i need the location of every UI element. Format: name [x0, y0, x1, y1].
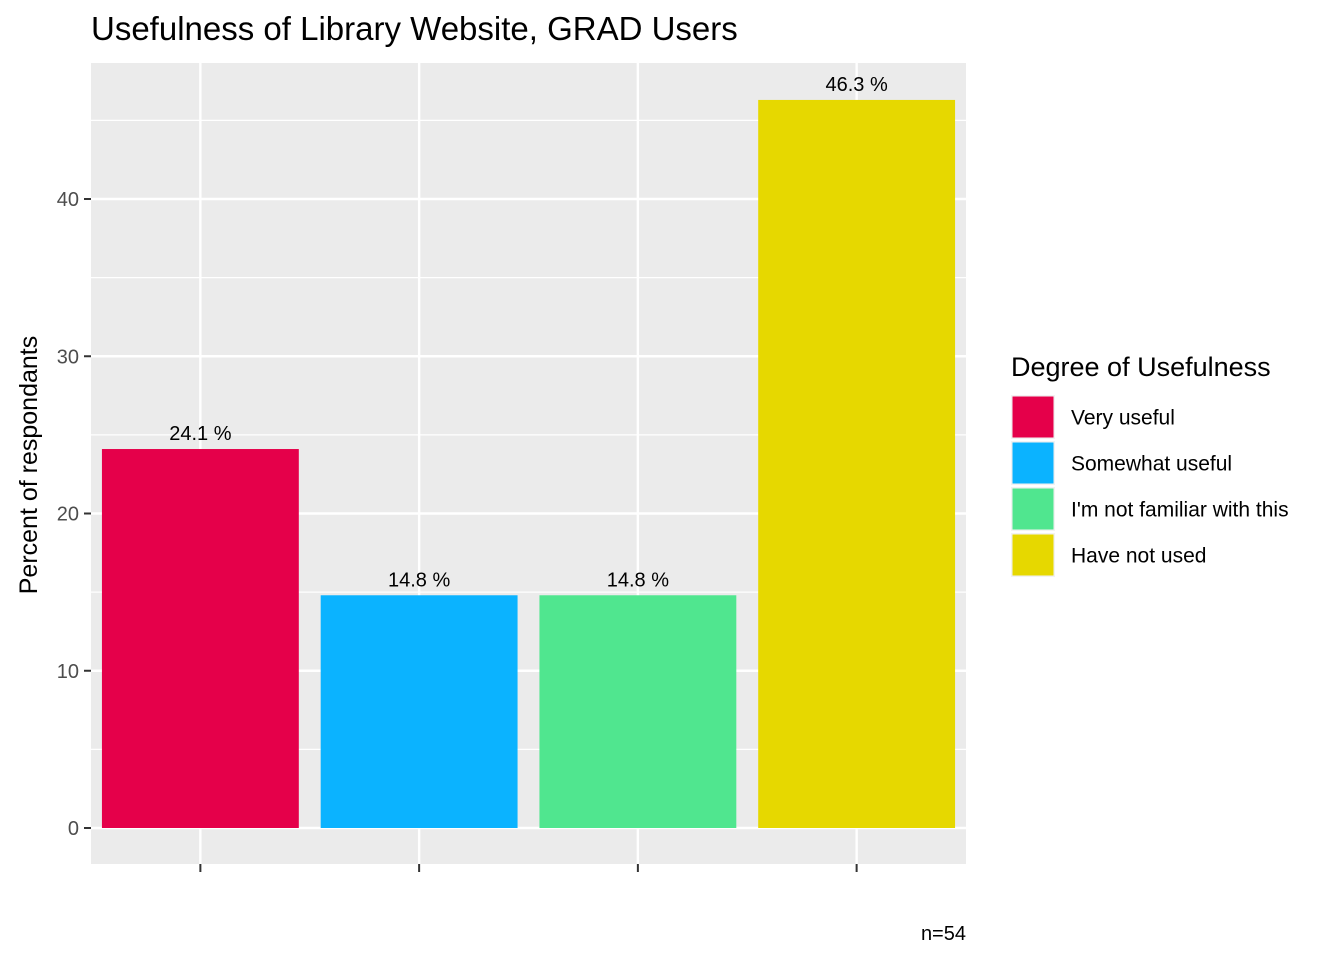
legend-swatch — [1012, 534, 1054, 576]
y-tick-label: 0 — [68, 818, 79, 840]
bar — [101, 449, 299, 828]
legend-label: I'm not familiar with this — [1071, 499, 1289, 522]
legend-swatch — [1012, 396, 1054, 438]
chart-title: Usefulness of Library Website, GRAD User… — [91, 10, 738, 47]
bars — [101, 99, 956, 829]
legend-title: Degree of Usefulness — [1011, 352, 1271, 382]
y-axis-title: Percent of respondants — [15, 336, 43, 595]
bar-value-label: 14.8 % — [607, 569, 669, 591]
x-axis — [199, 864, 858, 872]
legend-label: Have not used — [1071, 545, 1206, 568]
y-tick-label: 40 — [57, 189, 79, 211]
legend-swatch — [1012, 488, 1054, 530]
bar-labels: 24.1 % 14.8 % 14.8 % 46.3 % — [169, 74, 888, 591]
y-axis: 0 10 20 30 40 — [57, 189, 91, 840]
bar — [758, 99, 956, 829]
y-tick-label: 20 — [57, 504, 79, 526]
bar-value-label: 46.3 % — [825, 74, 887, 96]
legend-label: Somewhat useful — [1071, 453, 1232, 476]
y-tick-label: 10 — [57, 661, 79, 683]
caption: n=54 — [921, 923, 966, 945]
bar — [539, 595, 737, 828]
bar-value-label: 24.1 % — [169, 423, 231, 445]
y-tick-label: 30 — [57, 346, 79, 368]
legend-swatch — [1012, 442, 1054, 484]
legend: Degree of Usefulness Very useful Somewhat… — [1011, 352, 1289, 577]
legend-label: Very useful — [1071, 407, 1175, 430]
bar-value-label: 14.8 % — [388, 569, 450, 591]
bar — [320, 595, 518, 828]
